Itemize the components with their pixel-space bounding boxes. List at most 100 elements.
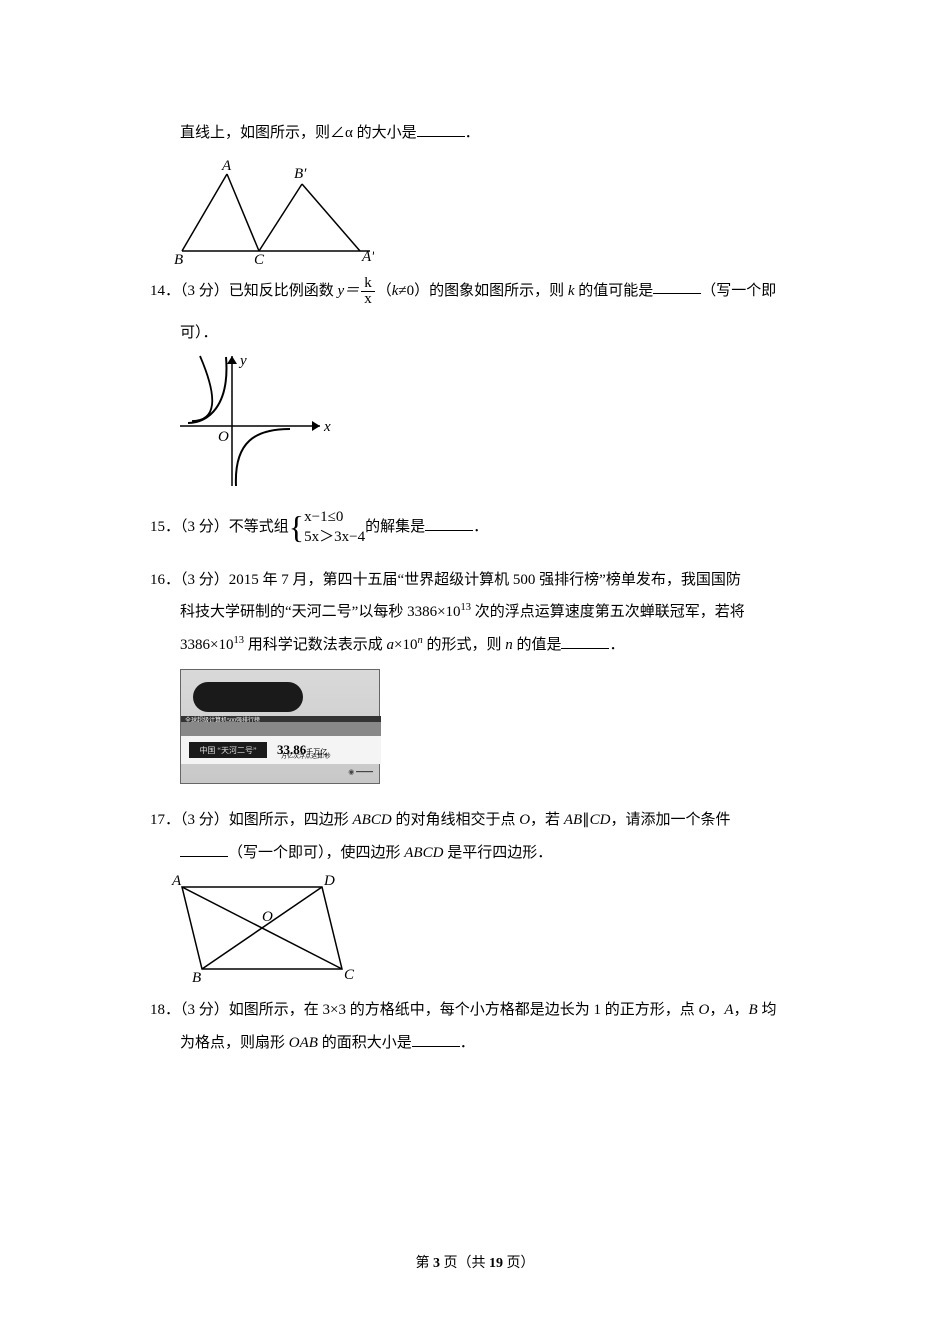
label-A: A [221,158,232,174]
photo-tag: 中国 “天河二号” [189,742,267,758]
q17-label-B: B [192,970,201,984]
q17-l1b: 的对角线相交于点 [392,812,520,828]
q14-O: O [218,429,229,445]
q16-line3: 3386×1013 用科学记数法表示成 a×10n 的形式，则 n 的值是． [150,631,805,660]
photo-corner: ◉ ━━━━ [348,766,373,779]
q16-photo: 全球超级计算机500强排行榜 中国 “天河二号” 33.86千万亿 万亿次浮点运… [180,669,380,784]
q14-frac-num: k [361,276,375,292]
q18-c1: ， [709,1002,724,1018]
q16-a: a [386,637,394,653]
q15-blank [425,516,473,531]
footer-page: 3 [433,1256,440,1271]
q18-line2: 为格点，则扇形 OAB 的面积大小是 ． [150,1029,805,1058]
q17-l2a: （写一个即可），使四边形 [228,845,404,861]
q17-label-D: D [323,873,335,889]
q15-row1: x−1≤0 [304,509,343,525]
q17-l1a: 17．（3 分）如图所示，四边形 [150,812,353,828]
footer-c: 页） [503,1256,535,1271]
footer-b: 页（共 [440,1256,489,1271]
q16-blank [561,634,609,649]
q18-l2b: 的面积大小是 [318,1035,412,1051]
q16-l3b: 用科学记数法表示成 [244,637,387,653]
q18-B: B [749,1002,758,1018]
q17-l1d: ，请添加一个条件 [610,812,730,828]
q14-rest: 的值可能是 [575,282,654,298]
q14-tail: （写一个即 [701,282,776,298]
q13-continued: 直线上，如图所示，则∠α 的大小是 [180,125,417,141]
q17-CD: CD [590,812,611,828]
q17-l1c: ，若 [530,812,564,828]
q15-system: x−1≤0 5x＞3x−4 [304,507,365,548]
photo-band: 中国 “天河二号” 33.86千万亿 万亿次浮点运算/秒 [181,736,381,764]
q16-l3a: 3386×10 [180,637,233,653]
q14-y: y＝ [338,282,360,298]
q17-line2: （写一个即可），使四边形 ABCD 是平行四边形． [150,839,805,868]
q17-AB: AB [564,812,582,828]
page-body: 直线上，如图所示，则∠α 的大小是 ． A B C B′ A′ 14．（3 分）已… [150,115,805,1057]
q16-after: ． [609,637,624,653]
q13-blank [417,122,465,137]
q16-l3d: 的值是 [513,637,562,653]
label-C: C [254,252,265,266]
page-footer: 第 3 页（共 19 页） [0,1251,950,1278]
q14-cond2: ≠0）的图象如图所示，则 [398,282,567,298]
q18-blank [412,1032,460,1047]
q18-t1: 均 [758,1002,777,1018]
label-Ap: A′ [361,249,374,265]
q14-blank [653,279,701,294]
q15: 15．（3 分）不等式组{x−1≤0 5x＞3x−4的解集是 ． [150,497,805,558]
photo-numsub: 万亿次浮点运算/秒 [281,752,331,763]
q18-after: ． [460,1035,475,1051]
q17-par: ∥ [582,812,590,828]
q18-OAB: OAB [289,1035,318,1051]
q16-line1: 16．（3 分）2015 年 7 月，第四十五届“世界超级计算机 500 强排行… [150,566,805,595]
photo-bar [181,722,381,736]
q14-frac: kx [361,276,375,307]
q14-frac-den: x [361,292,375,307]
q16-l3c: 的形式，则 [423,637,506,653]
q14-axis-y: y [238,353,247,369]
q17-label-O: O [262,909,273,925]
footer-a: 第 [416,1256,434,1271]
q14-line1: 14．（3 分）已知反比例函数 y＝kx（k≠0）的图象如图所示，则 k 的值可… [150,276,805,307]
q17-line1: 17．（3 分）如图所示，四边形 ABCD 的对角线相交于点 O，若 AB∥CD… [150,806,805,835]
brace-icon: { [289,509,304,545]
q18-line1: 18．（3 分）如图所示，在 3×3 的方格纸中，每个小方格都是边长为 1 的正… [150,996,805,1025]
q16-l2a: 科技大学研制的“天河二号”以每秒 3386×10 [180,604,461,620]
q17-ABCD1: ABCD [353,812,392,828]
q18-O: O [698,1002,709,1018]
q16-line2: 科技大学研制的“天河二号”以每秒 3386×1013 次的浮点运算速度第五次蝉联… [150,598,805,627]
q14-line2: 可）． [150,319,805,348]
q13-figure: A B C B′ A′ [174,156,805,266]
q17-figure: A D B C O [164,869,805,984]
label-B: B [174,252,183,266]
q16-times: ×10 [394,637,417,653]
q15-after: ． [473,519,488,535]
q16-exp2: 13 [233,635,244,646]
q15-tail: 的解集是 [365,519,425,535]
q14-num: 14．（3 分）已知反比例函数 [150,282,338,298]
q17-label-A: A [171,873,182,889]
q16-nvar: n [505,637,513,653]
q17-label-C: C [344,967,355,983]
q14-axis-x: x [323,419,331,435]
q18-l2a: 为格点，则扇形 [180,1035,289,1051]
label-Bp: B′ [294,166,307,182]
q17-blank [180,842,228,857]
q18-c2: ， [734,1002,749,1018]
q18-l1: 18．（3 分）如图所示，在 3×3 的方格纸中，每个小方格都是边长为 1 的正… [150,1002,698,1018]
q14-kvar: k [568,282,575,298]
q16-l2b: 次的浮点运算速度第五次蝉联冠军，若将 [471,604,745,620]
q17-l2b: 是平行四边形． [443,845,552,861]
q16-exp1: 13 [461,602,472,613]
q14-cond: （ [377,282,392,298]
q14-figure: y x O [180,351,805,491]
q13-after: ． [465,125,480,141]
q15-head: 15．（3 分）不等式组 [150,519,289,535]
q17-ABCD2: ABCD [404,845,443,861]
q13-text: 直线上，如图所示，则∠α 的大小是 ． [150,119,805,148]
q18-A: A [724,1002,733,1018]
photo-oval [193,682,303,712]
q17-O: O [519,812,530,828]
q15-row2: 5x＞3x−4 [304,529,365,545]
